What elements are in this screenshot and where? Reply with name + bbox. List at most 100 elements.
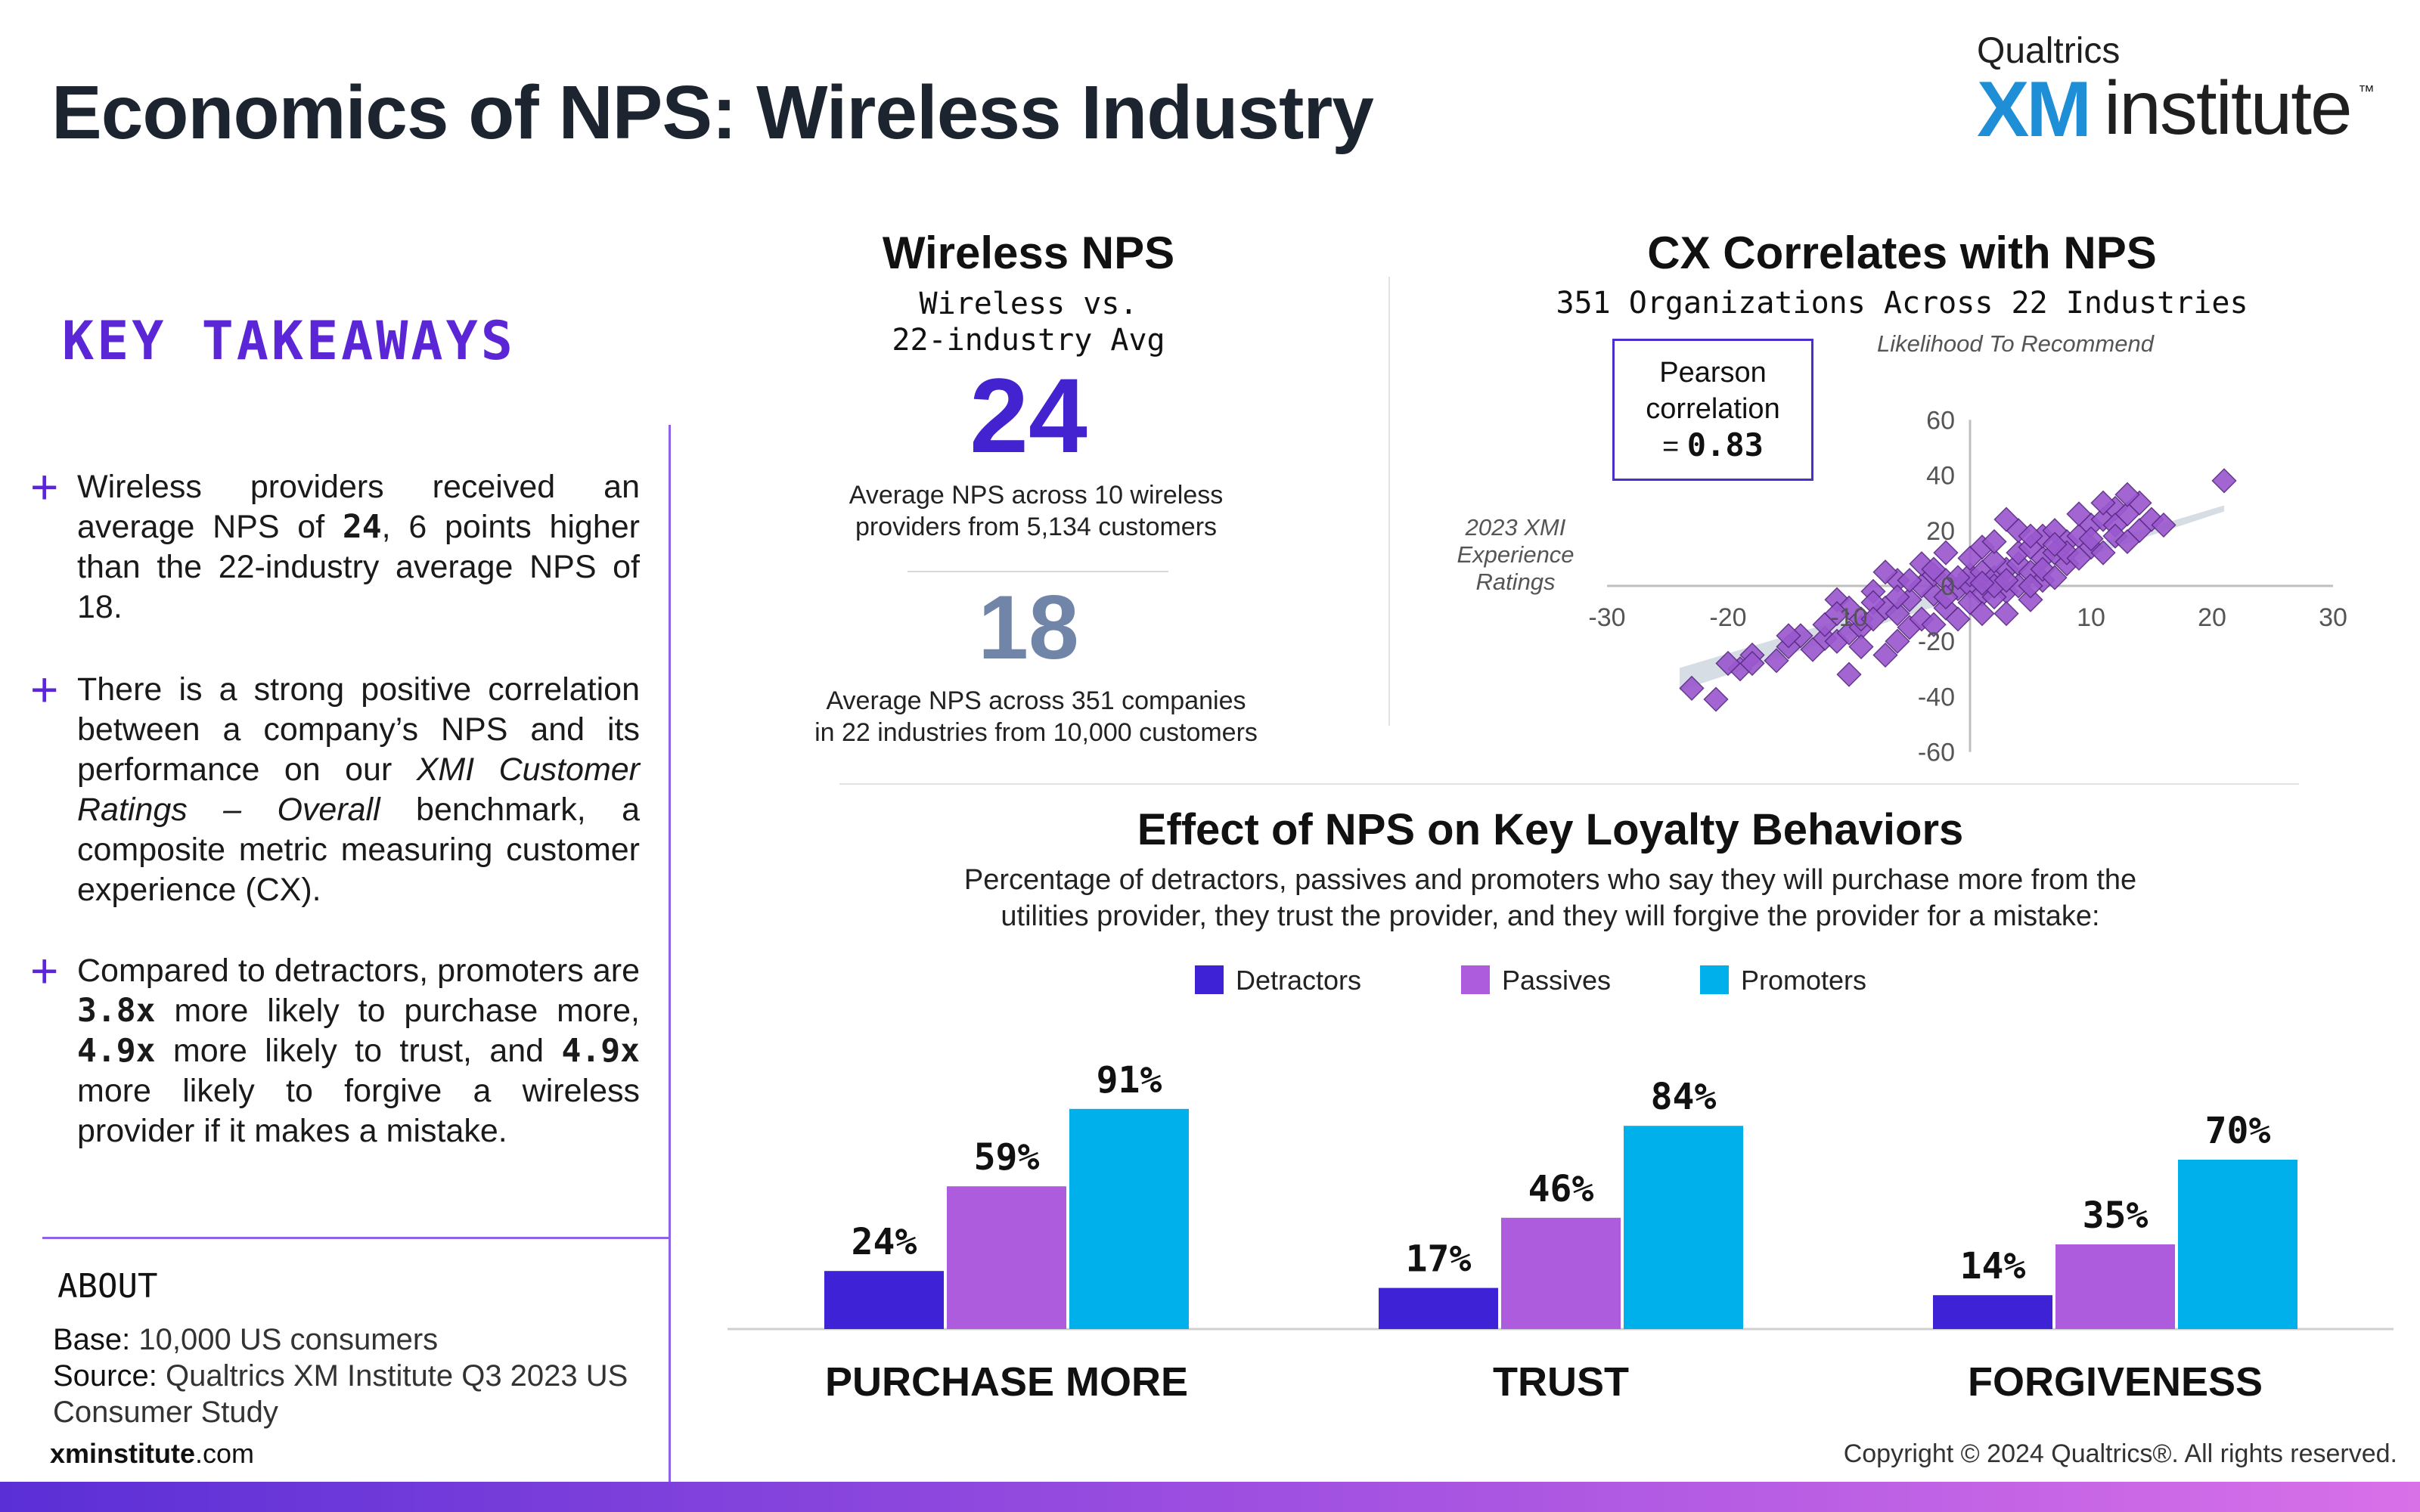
scatter-point	[1957, 590, 1983, 615]
category-label: TRUST	[1493, 1359, 1629, 1405]
scatter-point	[1921, 612, 1947, 637]
plus-icon: +	[30, 662, 59, 717]
scatter-point	[2066, 501, 2092, 527]
scatter-point	[1679, 675, 1705, 702]
scatter-point	[1872, 642, 1898, 668]
bar-value-label: 46%	[1528, 1168, 1594, 1210]
scatter-point	[1739, 650, 1765, 677]
x-axis-label: Experience	[1457, 541, 1574, 568]
scatter-point	[1703, 686, 1729, 712]
category-label: FORGIVENESS	[1968, 1359, 2263, 1405]
logo-qualtrics-text: Qualtrics	[1977, 31, 2121, 71]
bar-detractors	[1379, 1287, 1498, 1329]
bar-value-label: 24%	[852, 1221, 917, 1263]
bar-promoters	[1624, 1126, 1743, 1329]
legend-swatch	[1700, 965, 1729, 994]
plus-icon: +	[30, 460, 59, 514]
x-tick-label: 20	[2198, 603, 2226, 632]
scatter-point	[1824, 600, 1850, 627]
bar-value-label: 84%	[1651, 1076, 1717, 1118]
scatter-point	[1800, 637, 1826, 662]
bar-value-label: 35%	[2083, 1194, 2149, 1237]
cx-chart-title: CX Correlates with NPS	[1647, 228, 2157, 278]
x-axis-label: Ratings	[1475, 569, 1555, 595]
cx-scatter-chart: -30 -20 -10 10 20 30 -60 -40 -20 0 20 40 60 Likelihoo…	[1457, 330, 2347, 767]
bar-value-label: 70%	[2205, 1110, 2271, 1152]
scatter-point	[1945, 606, 1971, 632]
logo-trademark: ™	[2358, 82, 2375, 101]
pearson-correlation-box: Pearson correlation = 0.83	[1612, 339, 1813, 481]
scatter-point	[1860, 590, 1886, 615]
cx-chart-subtitle: 351 Organizations Across 22 Industries	[1556, 286, 2248, 321]
bar-value-label: 17%	[1406, 1238, 1472, 1281]
industry-avg-nps-note: Average NPS across 351 companies in 22 i…	[814, 686, 1258, 747]
bar-promoters	[1069, 1108, 1189, 1329]
scatter-point	[2090, 540, 2116, 565]
scatter-point	[1981, 548, 2007, 574]
legend-label: Passives	[1502, 965, 1612, 996]
scatter-point	[1872, 559, 1898, 585]
legend-label: Detractors	[1236, 965, 1362, 996]
loyalty-bar-chart: 24% 59% 91% PURCHASE MORE 17% 46% 84% TRUST 14% 3…	[728, 1059, 2394, 1405]
y-tick-label: 20	[1926, 517, 1955, 546]
y-axis-label: Likelihood To Recommend	[1877, 330, 2155, 357]
scatter-point	[1885, 584, 1910, 610]
scatter-point	[1933, 584, 1959, 610]
takeaway-1: Wireless providers received an average N…	[77, 469, 640, 625]
wireless-nps-note: Average NPS across 10 wireless providers…	[849, 481, 1224, 541]
scatter-point	[1885, 600, 1910, 627]
x-tick-label: -30	[1588, 603, 1625, 632]
y-tick-label: -60	[1918, 739, 1955, 767]
x-tick-label: -10	[1830, 603, 1867, 632]
bar-promoters	[2178, 1160, 2297, 1329]
logo-xm: XM	[1977, 66, 2092, 153]
site-link[interactable]: xminstitute.com	[50, 1438, 255, 1469]
takeaway-2: There is a strong positive correlation b…	[77, 671, 640, 908]
scatter-point	[1715, 650, 1741, 677]
bar-passives	[2055, 1244, 2175, 1329]
bar-passives	[947, 1186, 1066, 1329]
section-divider	[1388, 277, 1390, 726]
wireless-nps-subtitle: Wireless vs. 22-industry Avg	[892, 287, 1165, 358]
about-divider	[42, 1237, 670, 1239]
nps-divider	[908, 571, 1168, 572]
about-source: Source: Qualtrics XM Institute Q3 2023 U…	[53, 1359, 628, 1429]
about-base: Base: 10,000 US consumers	[53, 1323, 439, 1356]
scatter-point	[2090, 490, 2116, 516]
bar-detractors	[1933, 1295, 2052, 1329]
legend-item-promoters: Promoters	[1700, 965, 1866, 996]
bar-value-label: 14%	[1960, 1245, 2026, 1287]
loyalty-chart-title: Effect of NPS on Key Loyalty Behaviors	[1137, 805, 1964, 854]
scatter-point	[2042, 531, 2068, 557]
scatter-point	[1836, 662, 1862, 687]
scatter-point	[2211, 468, 2237, 494]
scatter-point	[2018, 573, 2043, 599]
wireless-nps-title: Wireless NPS	[882, 228, 1175, 278]
scatter-point	[2066, 545, 2092, 572]
y-tick-label: 60	[1926, 406, 1955, 435]
scatter-point	[1764, 648, 1789, 674]
y-tick-label: -40	[1918, 683, 1955, 711]
loyalty-chart-description: Percentage of detractors, passives and p…	[963, 864, 2137, 932]
scatter-point	[1993, 600, 2019, 627]
logo-institute: institute	[2104, 66, 2353, 150]
scatter-point	[1897, 568, 1922, 593]
y-tick-label: 0	[1941, 572, 1955, 601]
x-tick-label: -20	[1709, 603, 1746, 632]
bar-value-label: 91%	[1097, 1059, 1162, 1101]
scatter-point	[1981, 528, 2007, 555]
column-divider	[669, 425, 671, 1483]
industry-avg-nps-value: 18	[978, 577, 1079, 678]
scatter-point	[1921, 556, 1947, 582]
about-title: ABOUT	[57, 1267, 158, 1306]
scatter-point	[1776, 623, 1801, 649]
bar-passives	[1501, 1217, 1621, 1329]
scatter-point	[1945, 565, 1971, 590]
legend-item-detractors: Detractors	[1195, 965, 1361, 996]
scatter-point	[1848, 634, 1874, 660]
x-tick-label: 30	[2319, 603, 2347, 632]
legend-label: Promoters	[1741, 965, 1867, 996]
scatter-point	[1993, 568, 2019, 593]
plus-icon: +	[30, 943, 59, 998]
scatter-point	[1993, 507, 2019, 532]
